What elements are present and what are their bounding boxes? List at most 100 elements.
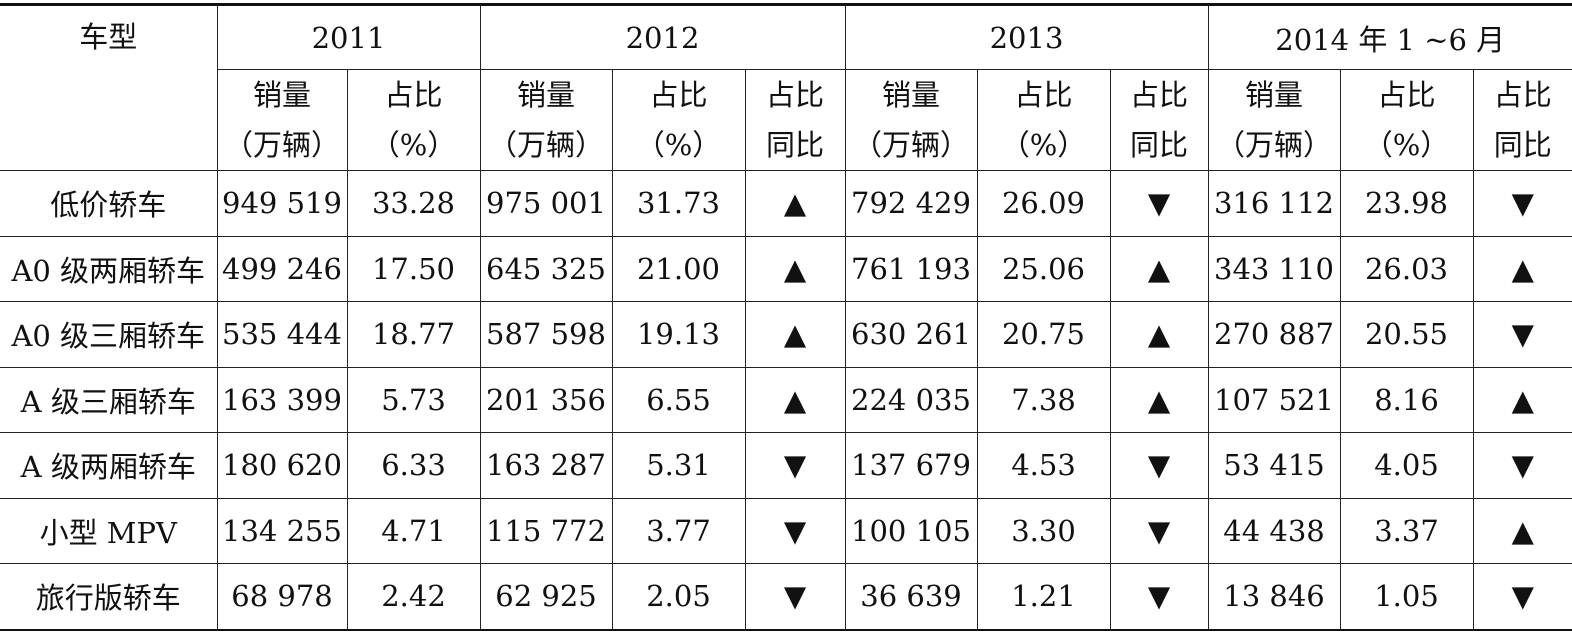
value-cell: 21.00: [612, 236, 745, 302]
value-cell: 25.06: [977, 236, 1110, 302]
value-cell: 17.50: [347, 236, 480, 302]
subheader-line: 同比: [746, 120, 845, 170]
subheader: 销量（万辆）: [1208, 70, 1340, 171]
value-cell: 3.77: [612, 498, 745, 564]
page: {"header": {"model": "车型", "years": ["20…: [0, 3, 1572, 639]
year-header: 2011: [217, 5, 480, 70]
value-cell: 18.77: [347, 302, 480, 368]
subheader-line: 同比: [1474, 120, 1572, 170]
subheader-line: （万辆）: [218, 120, 347, 170]
model-cell: A0 级两厢轿车: [0, 236, 217, 302]
value-cell: 792 429: [845, 171, 977, 237]
value-cell: ▲: [1473, 367, 1572, 433]
value-cell: 535 444: [217, 302, 347, 368]
value-cell: 23.98: [1340, 171, 1473, 237]
value-cell: 36 639: [845, 564, 977, 630]
subheader: 销量（万辆）: [480, 70, 612, 171]
value-cell: ▼: [1110, 564, 1208, 630]
value-cell: 68 978: [217, 564, 347, 630]
value-cell: 975 001: [480, 171, 612, 237]
value-cell: 1.05: [1340, 564, 1473, 630]
value-cell: ▲: [1110, 236, 1208, 302]
value-cell: 33.28: [347, 171, 480, 237]
subheader-line: 占比: [1341, 70, 1473, 120]
subheader-line: 销量: [481, 70, 612, 120]
value-cell: ▼: [1110, 433, 1208, 499]
value-cell: ▼: [1473, 564, 1572, 630]
value-cell: 6.33: [347, 433, 480, 499]
value-cell: 3.30: [977, 498, 1110, 564]
value-cell: 163 399: [217, 367, 347, 433]
subheader: 占比同比: [1110, 70, 1208, 171]
value-cell: 26.03: [1340, 236, 1473, 302]
subheader-line: （万辆）: [1209, 120, 1340, 170]
value-cell: ▼: [1110, 498, 1208, 564]
value-cell: 4.53: [977, 433, 1110, 499]
value-cell: ▼: [745, 433, 845, 499]
value-cell: 201 356: [480, 367, 612, 433]
value-cell: 316 112: [1208, 171, 1340, 237]
subheader-line: 销量: [218, 70, 347, 120]
value-cell: 6.55: [612, 367, 745, 433]
value-cell: 2.42: [347, 564, 480, 630]
value-cell: 163 287: [480, 433, 612, 499]
value-cell: 31.73: [612, 171, 745, 237]
value-cell: 26.09: [977, 171, 1110, 237]
value-cell: ▲: [1110, 302, 1208, 368]
value-cell: ▼: [745, 564, 845, 630]
value-cell: 5.73: [347, 367, 480, 433]
subheader: 销量（万辆）: [845, 70, 977, 171]
value-cell: 2.05: [612, 564, 745, 630]
value-cell: 1.21: [977, 564, 1110, 630]
model-cell: 低价轿车: [0, 171, 217, 237]
subheader-line: （万辆）: [846, 120, 977, 170]
model-cell: 小型 MPV: [0, 498, 217, 564]
value-cell: ▲: [1473, 498, 1572, 564]
value-cell: ▼: [1473, 171, 1572, 237]
subheader: 占比同比: [745, 70, 845, 171]
subheader-line: 占比: [613, 70, 745, 120]
value-cell: 8.16: [1340, 367, 1473, 433]
value-cell: ▼: [1473, 433, 1572, 499]
value-cell: 499 246: [217, 236, 347, 302]
value-cell: ▲: [1473, 236, 1572, 302]
subheader-line: 销量: [846, 70, 977, 120]
value-cell: ▲: [745, 171, 845, 237]
value-cell: ▲: [745, 367, 845, 433]
year-header: 2014 年 1 ~6 月: [1208, 5, 1572, 70]
subheader: 占比（%）: [347, 70, 480, 171]
value-cell: 761 193: [845, 236, 977, 302]
value-cell: 107 521: [1208, 367, 1340, 433]
value-cell: 4.05: [1340, 433, 1473, 499]
value-cell: 4.71: [347, 498, 480, 564]
value-cell: ▼: [1473, 302, 1572, 368]
value-cell: 270 887: [1208, 302, 1340, 368]
subheader-row: 销量（万辆）占比（%）销量（万辆）占比（%）占比同比销量（万辆）占比（%）占比同…: [0, 70, 1572, 171]
year-header: 2012: [480, 5, 845, 70]
value-cell: ▲: [1110, 367, 1208, 433]
model-header: 车型: [0, 5, 217, 171]
value-cell: 180 620: [217, 433, 347, 499]
subheader: 占比（%）: [1340, 70, 1473, 171]
subheader: 销量（万辆）: [217, 70, 347, 171]
value-cell: 224 035: [845, 367, 977, 433]
model-cell: A 级两厢轿车: [0, 433, 217, 499]
subheader-line: 占比: [746, 70, 845, 120]
year-header: 2013: [845, 5, 1208, 70]
value-cell: ▼: [745, 498, 845, 564]
value-cell: 13 846: [1208, 564, 1340, 630]
value-cell: 343 110: [1208, 236, 1340, 302]
subheader: 占比（%）: [612, 70, 745, 171]
value-cell: 949 519: [217, 171, 347, 237]
value-cell: 645 325: [480, 236, 612, 302]
value-cell: 44 438: [1208, 498, 1340, 564]
model-cell: A 级三厢轿车: [0, 367, 217, 433]
subheader-line: （%）: [1341, 120, 1473, 170]
